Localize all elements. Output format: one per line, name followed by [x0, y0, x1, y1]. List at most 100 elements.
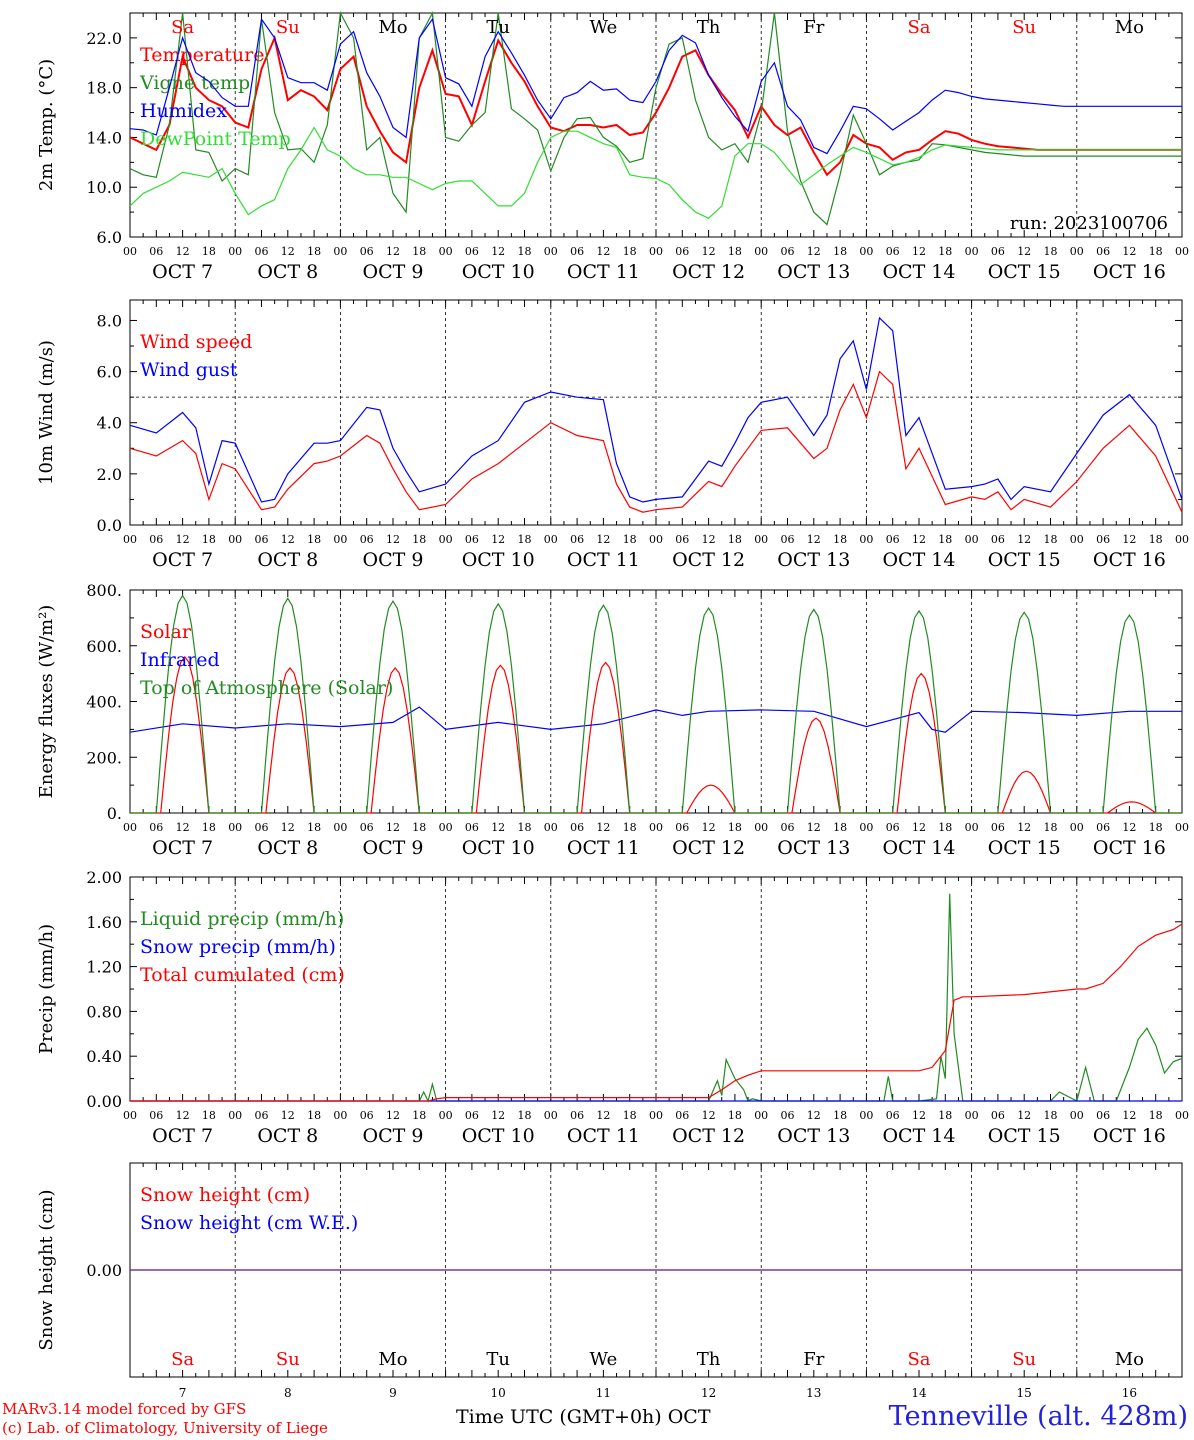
date-label: OCT 9: [363, 261, 424, 283]
hour-tick-label: 06: [465, 821, 479, 834]
hour-tick-label: 00: [228, 245, 242, 258]
hour-tick-label: 12: [176, 533, 190, 546]
hour-tick-label: 00: [439, 821, 453, 834]
date-label: OCT 15: [988, 837, 1061, 859]
day-name-label: Th: [697, 1349, 721, 1370]
hour-tick-label: 00: [123, 821, 137, 834]
hour-tick-label: 12: [386, 1109, 400, 1122]
hour-tick-label: 00: [965, 533, 979, 546]
date-label: OCT 7: [152, 837, 213, 859]
hour-tick-label: 00: [228, 533, 242, 546]
series-line-total-cumulated-cm-: [130, 923, 1183, 1102]
hour-tick-label: 18: [1149, 245, 1163, 258]
hour-tick-label: 12: [912, 533, 926, 546]
hour-tick-label: 00: [754, 1109, 768, 1122]
hour-tick-label: 06: [255, 245, 269, 258]
day-name-label: Fr: [803, 1349, 824, 1370]
hour-tick-label: 00: [333, 1109, 347, 1122]
hour-tick-label: 18: [412, 1109, 426, 1122]
y-tick-label: 6.0: [97, 363, 122, 382]
hour-tick-label: 06: [255, 1109, 269, 1122]
hour-tick-label: 06: [360, 533, 374, 546]
hour-tick-label: 00: [544, 821, 558, 834]
date-label: OCT 7: [152, 261, 213, 283]
hour-tick-label: 00: [859, 533, 873, 546]
date-label: OCT 9: [363, 549, 424, 571]
date-label: OCT 13: [777, 549, 850, 571]
hour-tick-label: 12: [176, 1109, 190, 1122]
y-tick-label: 800.: [86, 581, 122, 600]
y-axis-label: Energy fluxes (W/m²): [36, 605, 57, 799]
legend-item: Liquid precip (mm/h): [140, 908, 344, 930]
hour-tick-label: 06: [570, 1109, 584, 1122]
hour-tick-label: 06: [570, 821, 584, 834]
date-label: OCT 7: [152, 1125, 213, 1147]
hour-tick-label: 12: [1122, 1109, 1136, 1122]
day-name-label: Mo: [378, 17, 407, 38]
hour-tick-label: 00: [965, 821, 979, 834]
hour-tick-label: 06: [675, 1109, 689, 1122]
hour-tick-label: 00: [1070, 821, 1084, 834]
hour-tick-label: 00: [754, 821, 768, 834]
date-label: OCT 12: [672, 837, 745, 859]
hour-tick-label: 00: [228, 821, 242, 834]
hour-tick-label: 06: [781, 821, 795, 834]
hour-tick-label: 18: [412, 533, 426, 546]
hour-tick-label: 18: [202, 1109, 216, 1122]
hour-tick-label: 06: [675, 245, 689, 258]
series-line-dewpoint-temp: [129, 126, 1182, 220]
hour-tick-label: 00: [859, 245, 873, 258]
y-tick-label: 2.00: [86, 868, 122, 887]
hour-tick-label: 12: [281, 245, 295, 258]
hour-tick-label: 00: [1175, 821, 1189, 834]
hour-tick-label: 18: [1044, 533, 1058, 546]
hour-tick-label: 06: [675, 533, 689, 546]
legend-item: Vigne temp: [139, 72, 250, 94]
legend-item: Wind gust: [140, 359, 238, 381]
y-tick-label: 1.20: [86, 958, 122, 977]
day-name-label: Tu: [486, 17, 510, 38]
hour-tick-label: 12: [176, 821, 190, 834]
hour-tick-label: 00: [123, 245, 137, 258]
day-name-label: Tu: [486, 1349, 510, 1370]
date-label: OCT 10: [462, 837, 535, 859]
y-tick-label: 0.00: [86, 1092, 122, 1111]
hour-tick-label: 12: [1017, 245, 1031, 258]
y-tick-label: 600.: [86, 637, 122, 656]
hour-tick-label: 00: [228, 1109, 242, 1122]
day-name-label: We: [590, 17, 618, 38]
time-axis-label: Time UTC (GMT+0h) OCT: [456, 1406, 711, 1428]
series-line-vigne-temp: [129, 10, 1182, 226]
hour-tick-label: 18: [1149, 533, 1163, 546]
hour-tick-label: 00: [123, 1109, 137, 1122]
date-label: OCT 12: [672, 261, 745, 283]
date-label: OCT 15: [988, 1125, 1061, 1147]
legend-item: DewPoint Temp: [140, 128, 291, 150]
hour-tick-label: 12: [596, 1109, 610, 1122]
day-number-label: 10: [491, 1386, 506, 1400]
hour-tick-label: 18: [1044, 821, 1058, 834]
hour-tick-label: 06: [255, 533, 269, 546]
date-label: OCT 8: [257, 1125, 318, 1147]
hour-tick-label: 00: [439, 1109, 453, 1122]
hour-tick-label: 12: [596, 821, 610, 834]
legend-item: Snow height (cm W.E.): [140, 1212, 358, 1234]
y-tick-label: 8.0: [97, 311, 122, 330]
hour-tick-label: 18: [938, 533, 952, 546]
series-line-top-of-atmosphere-solar-: [130, 594, 1182, 814]
hour-tick-label: 18: [833, 533, 847, 546]
hour-tick-label: 00: [1070, 533, 1084, 546]
y-tick-label: 10.0: [86, 178, 122, 197]
hour-tick-label: 12: [1017, 821, 1031, 834]
day-name-label: Mo: [1115, 17, 1144, 38]
date-label: OCT 13: [777, 1125, 850, 1147]
hour-tick-label: 18: [412, 245, 426, 258]
hour-tick-label: 18: [518, 245, 532, 258]
legend-item: Solar: [140, 621, 192, 643]
hour-tick-label: 12: [807, 245, 821, 258]
hour-tick-label: 00: [754, 533, 768, 546]
date-label: OCT 14: [882, 837, 955, 859]
hour-tick-label: 06: [570, 533, 584, 546]
hour-tick-label: 06: [991, 533, 1005, 546]
y-tick-label: 0.00: [86, 1261, 122, 1280]
